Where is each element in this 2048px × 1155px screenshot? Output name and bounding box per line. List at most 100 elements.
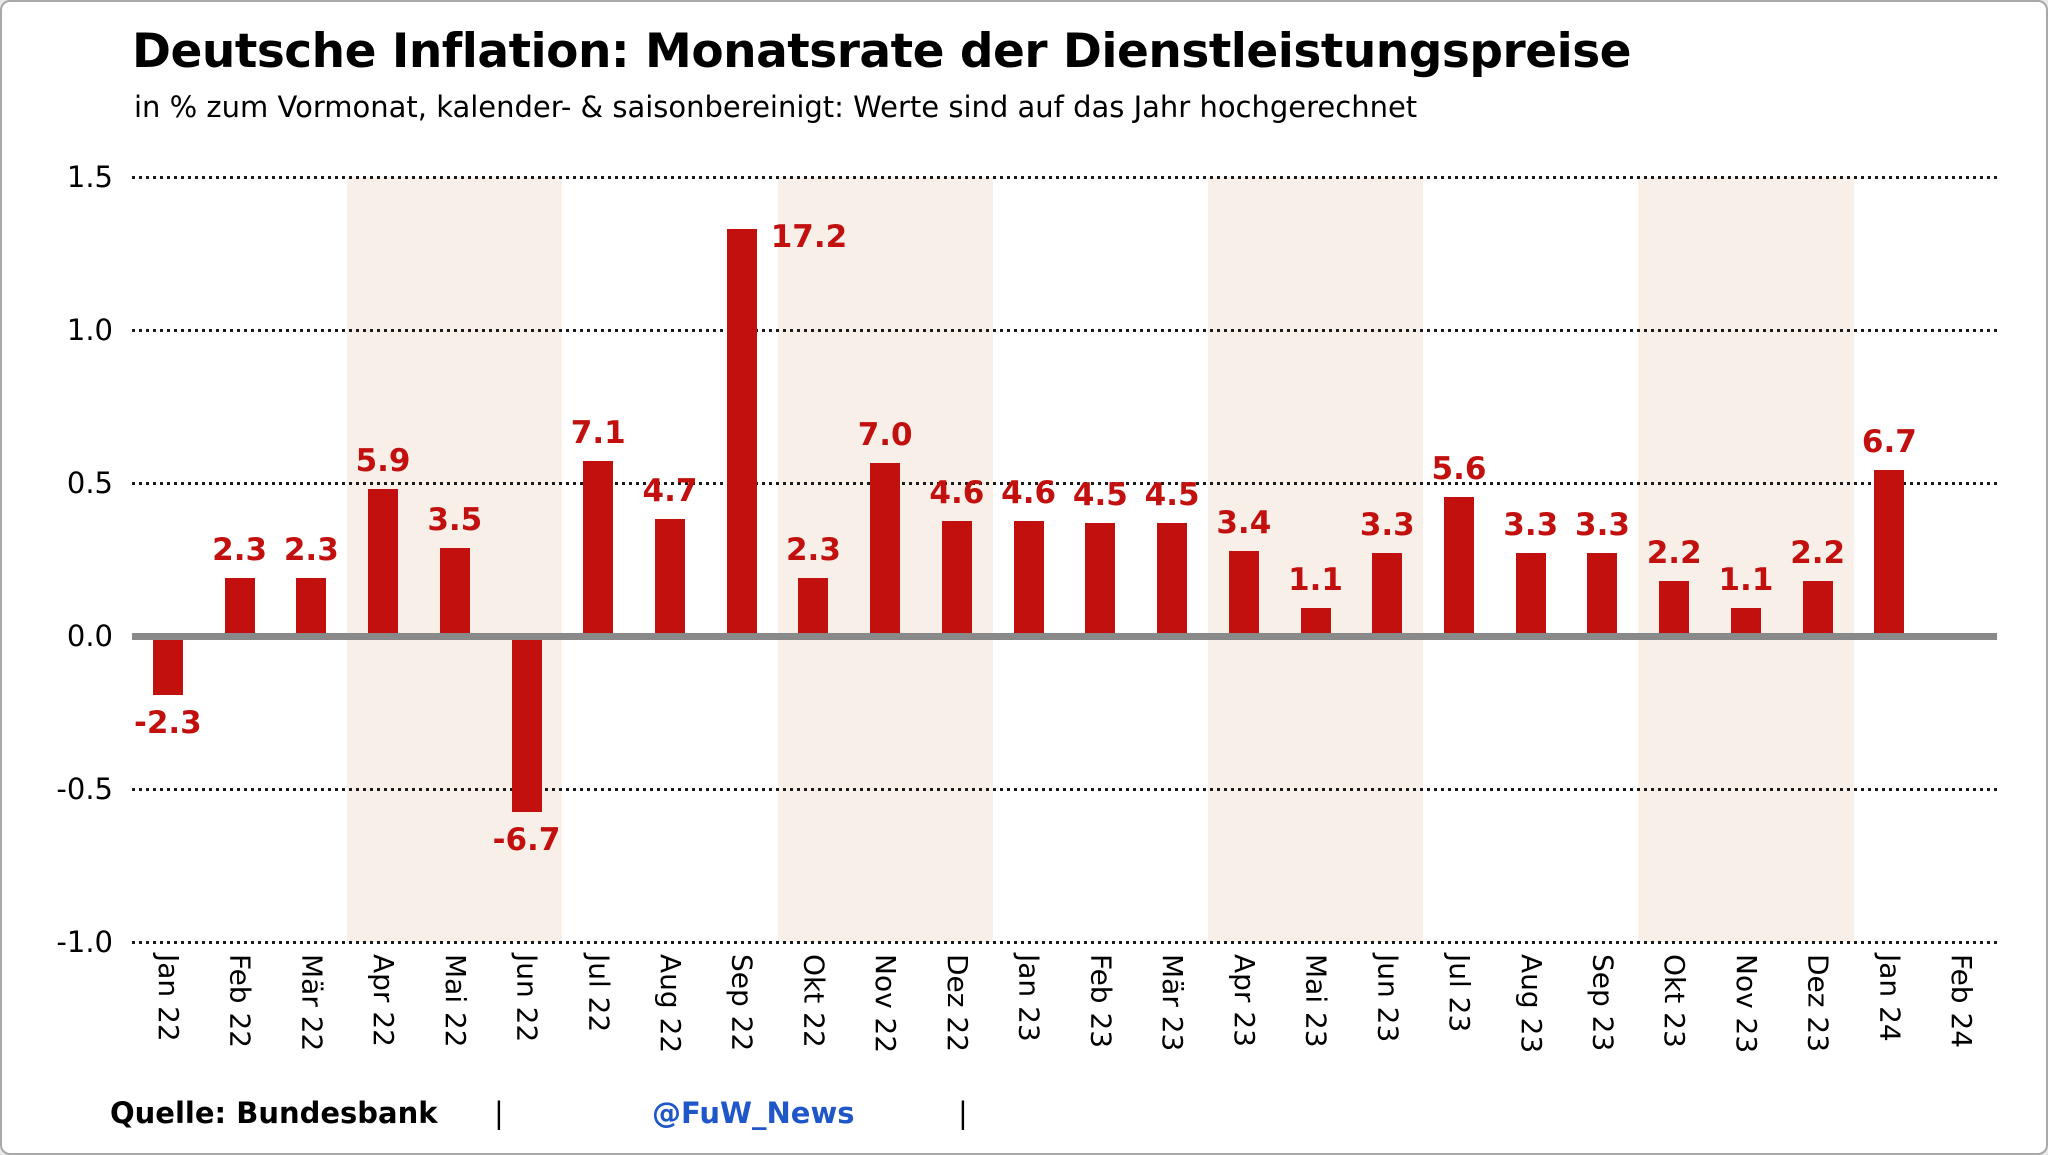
value-label: 7.1 <box>570 414 626 451</box>
zero-axis-line <box>132 632 1997 640</box>
value-label: 7.0 <box>857 417 913 454</box>
value-label: 1.1 <box>1718 562 1774 599</box>
bar <box>654 518 685 636</box>
y-tick-label: 0.0 <box>66 619 113 653</box>
value-label: -6.7 <box>492 822 561 859</box>
bar <box>152 636 183 696</box>
bar <box>511 636 542 813</box>
x-tick-text: Aug 23 <box>1514 954 1548 1054</box>
x-tick-text: Jun 23 <box>1371 954 1405 1043</box>
footer-separator: | <box>494 1096 504 1130</box>
x-tick-text: Feb 24 <box>1945 954 1979 1049</box>
footer-separator: | <box>958 1096 968 1130</box>
bar <box>1372 553 1403 636</box>
x-tick-text: Mär 22 <box>295 954 329 1052</box>
value-label: 4.5 <box>1072 477 1128 514</box>
x-tick-text: Apr 22 <box>367 954 401 1047</box>
x-tick-label: Jun 22 <box>510 954 544 1074</box>
y-tick-label: 1.0 <box>66 313 113 347</box>
x-tick-text: Okt 22 <box>797 954 831 1048</box>
x-tick-label: Jan 23 <box>1012 954 1046 1074</box>
x-tick-label: Feb 22 <box>223 954 257 1074</box>
x-tick-text: Jul 23 <box>1443 954 1477 1033</box>
value-label: 4.6 <box>1001 475 1057 512</box>
bar <box>1587 553 1618 636</box>
value-label: 2.3 <box>283 531 339 568</box>
value-label: 3.4 <box>1216 504 1272 541</box>
x-tick-text: Aug 22 <box>653 954 687 1054</box>
x-tick-label: Jun 23 <box>1370 954 1404 1074</box>
chart-title: Deutsche Inflation: Monatsrate der Diens… <box>132 24 1632 79</box>
value-label: 3.5 <box>427 502 483 539</box>
x-tick-label: Mär 22 <box>294 954 328 1074</box>
x-tick-text: Jan 23 <box>1012 954 1046 1042</box>
x-tick-text: Apr 23 <box>1227 954 1261 1047</box>
x-tick-label: Dez 22 <box>940 954 974 1074</box>
x-tick-label: Jan 22 <box>151 954 185 1074</box>
value-label: 2.2 <box>1646 534 1702 571</box>
x-tick-text: Dez 23 <box>1801 954 1835 1053</box>
x-tick-label: Mai 22 <box>438 954 472 1074</box>
bar <box>1085 523 1116 636</box>
value-label: 4.6 <box>929 475 985 512</box>
bar <box>1013 521 1044 636</box>
x-tick-text: Sep 23 <box>1586 954 1620 1052</box>
x-tick-label: Apr 23 <box>1227 954 1261 1074</box>
value-label: 2.3 <box>212 531 268 568</box>
bar <box>941 521 972 636</box>
x-tick-text: Mai 22 <box>438 954 472 1048</box>
bar <box>1802 580 1833 636</box>
bar <box>368 489 399 636</box>
quarter-highlight-band <box>1638 177 1854 942</box>
value-label: 5.9 <box>355 443 411 480</box>
x-tick-label: Nov 22 <box>868 954 902 1074</box>
x-tick-label: Sep 23 <box>1585 954 1619 1074</box>
bar <box>1730 608 1761 636</box>
bar <box>583 460 614 636</box>
x-tick-text: Jun 22 <box>510 954 544 1043</box>
y-tick-label: 1.5 <box>66 160 113 194</box>
value-label: 6.7 <box>1861 424 1917 461</box>
x-tick-text: Nov 23 <box>1729 954 1763 1054</box>
x-tick-label: Feb 24 <box>1944 954 1978 1074</box>
x-tick-text: Jan 22 <box>151 954 185 1042</box>
value-label: 3.3 <box>1503 507 1559 544</box>
x-tick-text: Nov 22 <box>869 954 903 1054</box>
x-tick-text: Okt 23 <box>1658 954 1692 1048</box>
bar <box>1659 580 1690 636</box>
gridline <box>132 940 1997 944</box>
x-tick-text: Jan 24 <box>1873 954 1907 1042</box>
x-tick-label: Dez 23 <box>1801 954 1835 1074</box>
value-label: 2.2 <box>1790 534 1846 571</box>
bar <box>1874 470 1905 636</box>
gridline <box>132 328 1997 332</box>
value-label: 4.7 <box>642 472 698 509</box>
x-tick-label: Okt 23 <box>1657 954 1691 1074</box>
x-tick-text: Jul 22 <box>582 954 616 1033</box>
x-tick-text: Feb 23 <box>1084 954 1118 1049</box>
bar <box>1444 496 1475 636</box>
value-label: -2.3 <box>133 705 202 742</box>
value-label: 1.1 <box>1288 562 1343 599</box>
x-tick-label: Jul 23 <box>1442 954 1476 1074</box>
x-tick-label: Mär 23 <box>1155 954 1189 1074</box>
bar <box>1515 553 1546 636</box>
source-label: Quelle: Bundesbank <box>110 1096 438 1130</box>
value-label: 4.5 <box>1144 477 1200 514</box>
x-tick-label: Feb 23 <box>1083 954 1117 1074</box>
value-label: 3.3 <box>1575 507 1630 544</box>
value-label: 3.3 <box>1359 507 1415 544</box>
bar <box>1157 523 1188 636</box>
x-tick-label: Jul 22 <box>581 954 615 1074</box>
gridline <box>132 481 1997 485</box>
bar <box>798 577 829 636</box>
x-tick-text: Sep 22 <box>725 954 759 1052</box>
bar <box>1228 550 1259 636</box>
x-tick-text: Dez 22 <box>940 954 974 1053</box>
x-tick-text: Mai 23 <box>1299 954 1333 1048</box>
bar <box>439 548 470 636</box>
x-tick-label: Okt 22 <box>796 954 830 1074</box>
bar <box>1300 608 1331 636</box>
x-tick-label: Aug 22 <box>653 954 687 1074</box>
